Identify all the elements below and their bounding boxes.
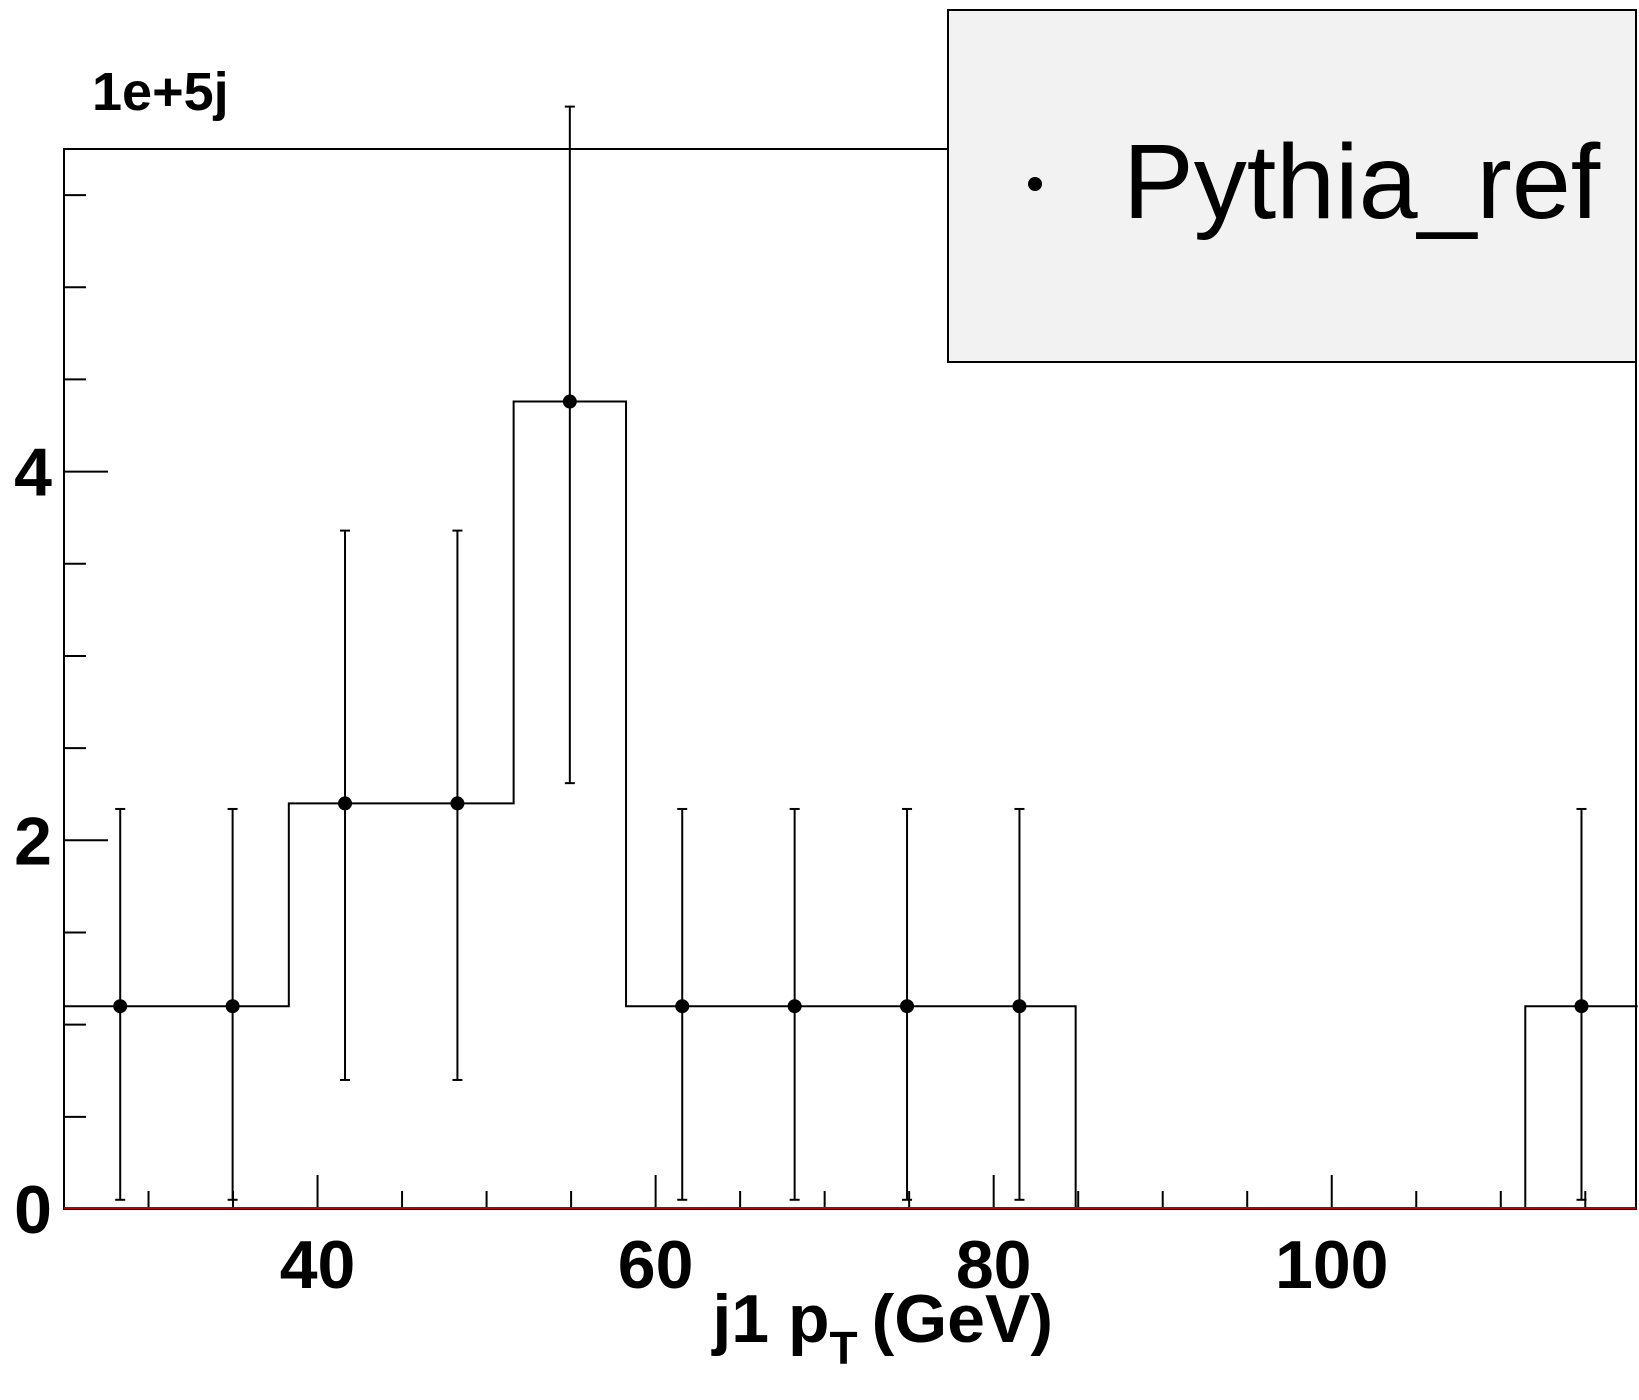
x-axis-title-unit: (GeV) xyxy=(872,1281,1053,1357)
error-bars xyxy=(115,105,1587,1201)
y-tick-label: 2 xyxy=(14,803,52,879)
x-tick-label: 40 xyxy=(280,1227,356,1303)
data-point xyxy=(1574,999,1589,1014)
x-axis-title: j1 pT (GeV) xyxy=(710,1281,1053,1374)
x-axis-title-main: j1 p xyxy=(710,1281,829,1357)
data-point xyxy=(338,796,353,811)
x-tick-label: 60 xyxy=(618,1227,694,1303)
legend-box xyxy=(947,9,1637,363)
data-point xyxy=(562,394,577,409)
data-points xyxy=(113,394,1589,1014)
tick-labels: 40 60 80 100 0 2 4 xyxy=(14,435,1388,1303)
legend: Pythia_ref xyxy=(947,9,1637,363)
legend-marker xyxy=(1028,177,1042,191)
x-axis-title-subscript: T xyxy=(830,1322,858,1374)
data-point xyxy=(113,999,128,1014)
data-point xyxy=(787,999,802,1014)
x-tick-label: 80 xyxy=(956,1227,1032,1303)
y-tick-label: 0 xyxy=(14,1172,52,1248)
data-point xyxy=(900,999,915,1014)
data-point xyxy=(675,999,690,1014)
axis-ticks xyxy=(63,194,1587,1210)
histogram-outline xyxy=(64,400,1638,1210)
data-point xyxy=(225,999,240,1014)
data-point xyxy=(450,796,465,811)
x-tick-label: 100 xyxy=(1275,1227,1388,1303)
y-tick-label: 4 xyxy=(14,435,52,511)
y-exponent-label: 1e+5j xyxy=(92,62,229,122)
legend-label: Pythia_ref xyxy=(1123,123,1601,241)
data-point xyxy=(1012,999,1027,1014)
histogram-series xyxy=(64,400,1638,1210)
